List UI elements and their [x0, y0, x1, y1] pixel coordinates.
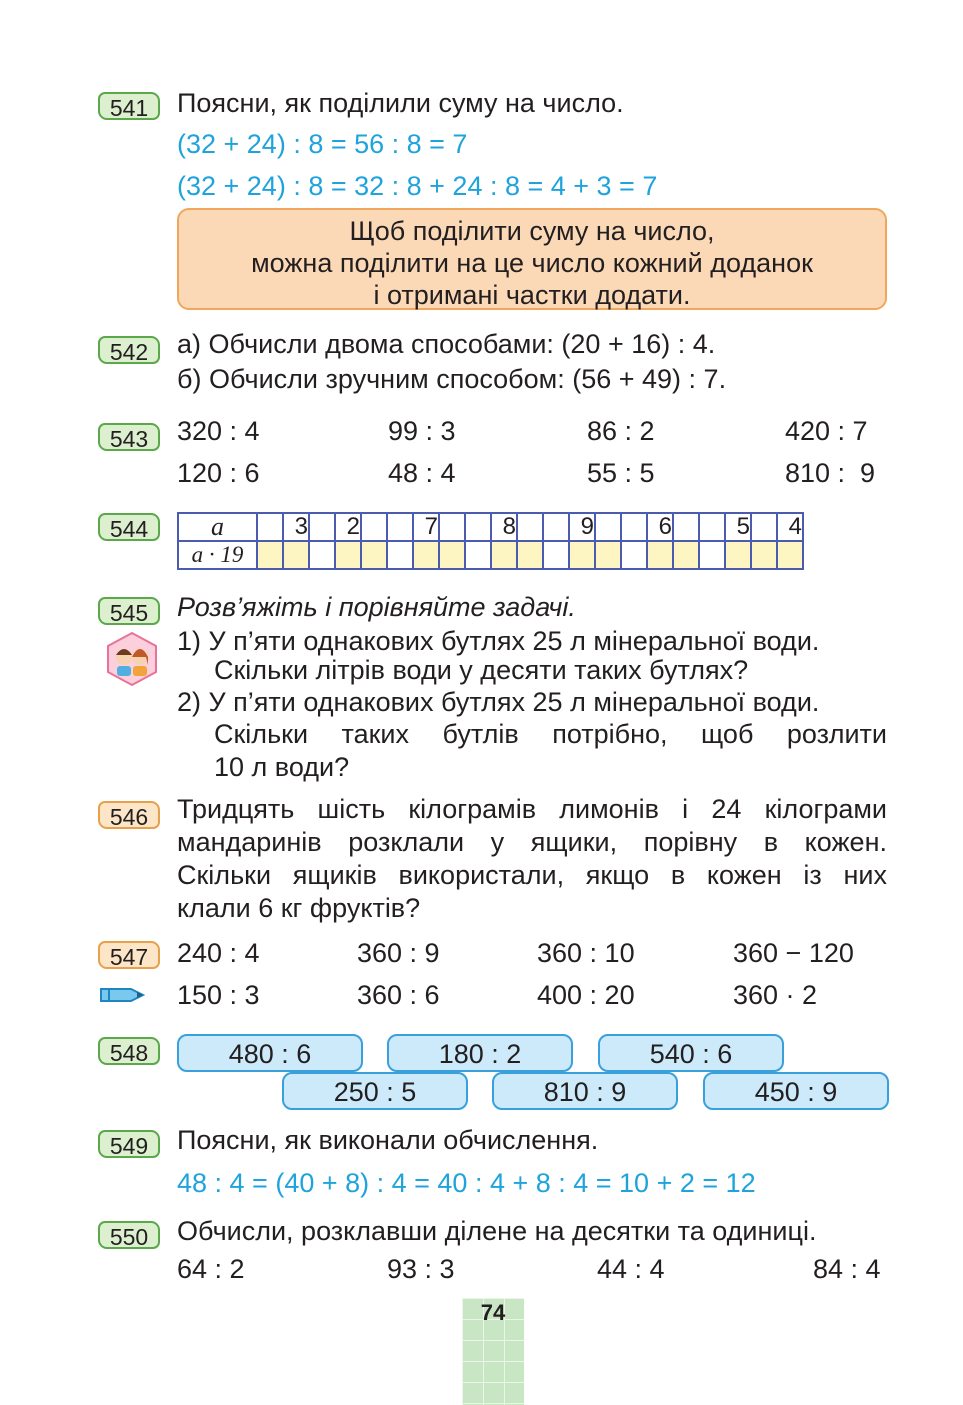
expr: 84 : 4 [813, 1254, 881, 1284]
task-number-549: 549 [98, 1130, 160, 1159]
task-542-b: б) Обчисли зручним способом: (56 + 49) :… [177, 364, 727, 394]
task-546-line: Тридцять шість кілограмів лимонів і 24 к… [177, 794, 887, 824]
expr: 120 : 6 [177, 458, 260, 488]
pair-work-icon [104, 631, 160, 687]
cell-a: 5 [724, 512, 752, 542]
task-542-a: а) Обчисли двома способами: (20 + 16) : … [177, 329, 716, 359]
task-549-text: Поясни, як виконали обчислення. [177, 1125, 599, 1155]
task-541-example-1: (32 + 24) : 8 = 56 : 8 = 7 [177, 129, 468, 159]
task-546-line: мандаринів розклали у ящики, порівну в к… [177, 827, 887, 857]
task-number-544: 544 [98, 513, 160, 542]
expr: 86 : 2 [587, 416, 655, 446]
task-number-542: 542 [98, 336, 160, 365]
expr: 810 : 9 [785, 458, 876, 488]
task-541-text: Поясни, як поділили суму на число. [177, 88, 624, 118]
expression-card: 180 : 2 [387, 1034, 573, 1072]
expr: 360 · 2 [733, 980, 818, 1010]
expr: 55 : 5 [587, 458, 655, 488]
expression-card: 450 : 9 [703, 1072, 889, 1110]
pencil-icon [99, 984, 146, 1006]
expr: 360 : 6 [357, 980, 440, 1010]
expr: 48 : 4 [388, 458, 456, 488]
task-546-line: клали 6 кг фруктів? [177, 893, 421, 923]
task-number-547: 547 [98, 941, 160, 970]
expr: 99 : 3 [388, 416, 456, 446]
expr: 64 : 2 [177, 1254, 245, 1284]
rule-line: Щоб поділити суму на число, [349, 216, 715, 246]
expr: 93 : 3 [387, 1254, 455, 1284]
task-545-p1a: 1) У п’яти однакових бутлях 25 л мінерал… [177, 626, 820, 656]
task-545-p2b: Скільки таких бутлів потрібно, щоб розли… [214, 719, 887, 749]
expr: 240 : 4 [177, 938, 260, 968]
expr: 320 : 4 [177, 416, 260, 446]
task-number-541: 541 [98, 92, 160, 121]
task-545-p2c: 10 л води? [214, 752, 350, 782]
expression-card: 480 : 6 [177, 1034, 363, 1072]
expr: 400 : 20 [537, 980, 635, 1010]
expr: 420 : 7 [785, 416, 868, 446]
task-549-example: 48 : 4 = (40 + 8) : 4 = 40 : 4 + 8 : 4 =… [177, 1168, 756, 1198]
task-number-550: 550 [98, 1221, 160, 1250]
task-546-line: Скільки ящиків використали, якщо в кожен… [177, 860, 887, 890]
task-545-p1b: Скільки літрів води у десяти таких бутля… [214, 655, 749, 685]
cell-a: 7 [412, 512, 440, 542]
expression-card: 540 : 6 [598, 1034, 784, 1072]
value-table: a 3 2 7 8 9 6 5 4 a · 19 [177, 512, 804, 570]
expression-card: 250 : 5 [282, 1072, 468, 1110]
task-541-example-2: (32 + 24) : 8 = 32 : 8 + 24 : 8 = 4 + 3 … [177, 171, 658, 201]
row-label-a: a [177, 512, 258, 542]
task-545-title: Розв’яжіть і порівняйте задачі. [177, 592, 576, 622]
page-number-box [462, 1298, 524, 1405]
cell-a: 4 [776, 512, 804, 542]
task-number-545: 545 [98, 597, 160, 626]
expr: 44 : 4 [597, 1254, 665, 1284]
cell-a: 6 [646, 512, 674, 542]
expr: 360 : 10 [537, 938, 635, 968]
cell-a: 2 [334, 512, 362, 542]
rule-line: і отримані частки додати. [373, 280, 691, 310]
task-number-548: 548 [98, 1037, 160, 1066]
expr: 360 − 120 [733, 938, 854, 968]
rule-box: Щоб поділити суму на число, можна поділи… [177, 208, 887, 310]
task-number-543: 543 [98, 423, 160, 452]
expr: 150 : 3 [177, 980, 260, 1010]
row-label-a19: a · 19 [177, 540, 258, 570]
expr: 360 : 9 [357, 938, 440, 968]
cell-a: 3 [282, 512, 310, 542]
cell-a: 8 [490, 512, 518, 542]
page-number: 74 [480, 1300, 506, 1325]
task-number-546: 546 [98, 801, 160, 830]
task-545-p2a: 2) У п’яти однакових бутлях 25 л мінерал… [177, 687, 820, 717]
expression-card: 810 : 9 [492, 1072, 678, 1110]
task-550-text: Обчисли, розклавши ділене на десятки та … [177, 1216, 817, 1246]
rule-line: можна поділити на це число кожний додано… [251, 248, 813, 278]
cell-a: 9 [568, 512, 596, 542]
